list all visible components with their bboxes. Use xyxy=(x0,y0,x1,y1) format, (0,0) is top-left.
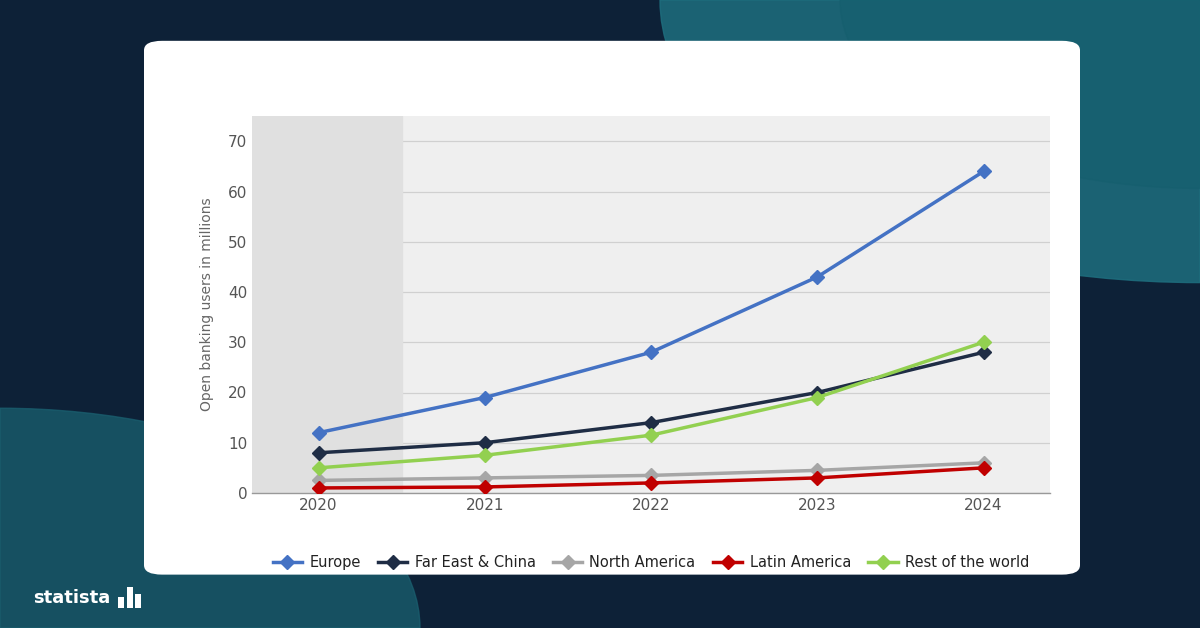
Bar xyxy=(136,593,142,608)
Wedge shape xyxy=(840,0,1200,188)
North America xyxy=(643,472,658,479)
Text: with forecasts from 2021 to 2024, by region: with forecasts from 2021 to 2024, by reg… xyxy=(313,74,916,98)
Bar xyxy=(126,587,133,608)
Europe xyxy=(977,168,991,175)
Europe xyxy=(810,273,824,281)
Latin America xyxy=(478,483,492,490)
Legend: Europe, Far East & China, North America, Latin America, Rest of the world: Europe, Far East & China, North America,… xyxy=(266,550,1036,576)
Line: Europe: Europe xyxy=(313,166,989,438)
Text: statista: statista xyxy=(34,589,110,607)
Rest of the world xyxy=(311,464,325,472)
Y-axis label: Open banking users in millions: Open banking users in millions xyxy=(200,198,214,411)
North America xyxy=(810,467,824,474)
North America xyxy=(478,474,492,482)
Line: Latin America: Latin America xyxy=(313,463,989,493)
Line: Far East & China: Far East & China xyxy=(313,347,989,458)
Line: Rest of the world: Rest of the world xyxy=(313,337,989,473)
Wedge shape xyxy=(660,0,1200,283)
Line: North America: North America xyxy=(313,458,989,485)
Rest of the world xyxy=(977,338,991,346)
Bar xyxy=(118,597,124,608)
Rest of the world xyxy=(810,394,824,401)
North America xyxy=(311,477,325,484)
Latin America xyxy=(643,479,658,487)
Far East & China xyxy=(810,389,824,396)
Latin America xyxy=(977,464,991,472)
Rest of the world xyxy=(643,431,658,439)
Latin America xyxy=(311,484,325,492)
North America xyxy=(977,459,991,467)
Far East & China xyxy=(643,419,658,426)
Wedge shape xyxy=(0,408,420,628)
Europe xyxy=(311,429,325,436)
Europe xyxy=(478,394,492,401)
Far East & China xyxy=(478,439,492,447)
Far East & China xyxy=(311,449,325,457)
Europe xyxy=(643,349,658,356)
Rest of the world xyxy=(478,452,492,459)
Latin America xyxy=(810,474,824,482)
Far East & China xyxy=(977,349,991,356)
Text: Number of open banking users worldwide in 2020: Number of open banking users worldwide i… xyxy=(274,47,955,71)
Bar xyxy=(252,116,402,493)
